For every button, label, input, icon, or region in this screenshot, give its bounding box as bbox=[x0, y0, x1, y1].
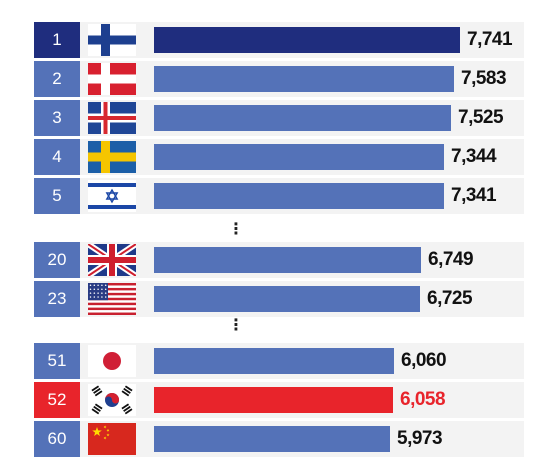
ellipsis-gap-marker: ⋮ bbox=[228, 221, 244, 238]
rank-label: 1 bbox=[34, 22, 80, 58]
value-label: 6,058 bbox=[400, 389, 446, 410]
rank-label: 20 bbox=[34, 242, 80, 278]
rank-label: 51 bbox=[34, 343, 80, 379]
rank-label: 52 bbox=[34, 382, 80, 418]
rank-label: 60 bbox=[34, 421, 80, 457]
denmark-flag-icon bbox=[88, 63, 136, 95]
south-korea-flag-icon bbox=[88, 384, 136, 416]
israel-flag-icon bbox=[88, 180, 136, 212]
value-label: 7,344 bbox=[451, 146, 497, 167]
rank-label: 3 bbox=[34, 100, 80, 136]
sweden-flag-icon bbox=[88, 141, 136, 173]
rank-label: 5 bbox=[34, 178, 80, 214]
value-label: 7,341 bbox=[451, 185, 497, 206]
uk-flag-icon bbox=[86, 241, 138, 279]
bar bbox=[154, 247, 421, 273]
bar bbox=[154, 105, 451, 131]
bar bbox=[154, 183, 444, 209]
rank-label: 4 bbox=[34, 139, 80, 175]
rank-label: 23 bbox=[34, 281, 80, 317]
rank-label: 2 bbox=[34, 61, 80, 97]
value-label: 6,060 bbox=[401, 350, 447, 371]
bar bbox=[154, 387, 393, 413]
china-flag-icon bbox=[88, 423, 136, 455]
bar bbox=[154, 27, 460, 53]
value-label: 7,525 bbox=[458, 107, 504, 128]
finland-flag-icon bbox=[88, 24, 136, 56]
japan-flag-icon bbox=[88, 345, 136, 377]
iceland-flag-icon bbox=[88, 102, 136, 134]
bar bbox=[154, 286, 420, 312]
bar bbox=[154, 144, 444, 170]
value-label: 6,725 bbox=[427, 288, 473, 309]
usa-flag-icon bbox=[88, 283, 136, 315]
bar bbox=[154, 348, 394, 374]
value-label: 6,749 bbox=[428, 249, 474, 270]
value-label: 7,583 bbox=[461, 68, 507, 89]
value-label: 5,973 bbox=[397, 428, 443, 449]
bar bbox=[154, 426, 390, 452]
bar bbox=[154, 66, 454, 92]
value-label: 7,741 bbox=[467, 29, 513, 50]
ellipsis-gap-marker: ⋮ bbox=[228, 317, 244, 334]
